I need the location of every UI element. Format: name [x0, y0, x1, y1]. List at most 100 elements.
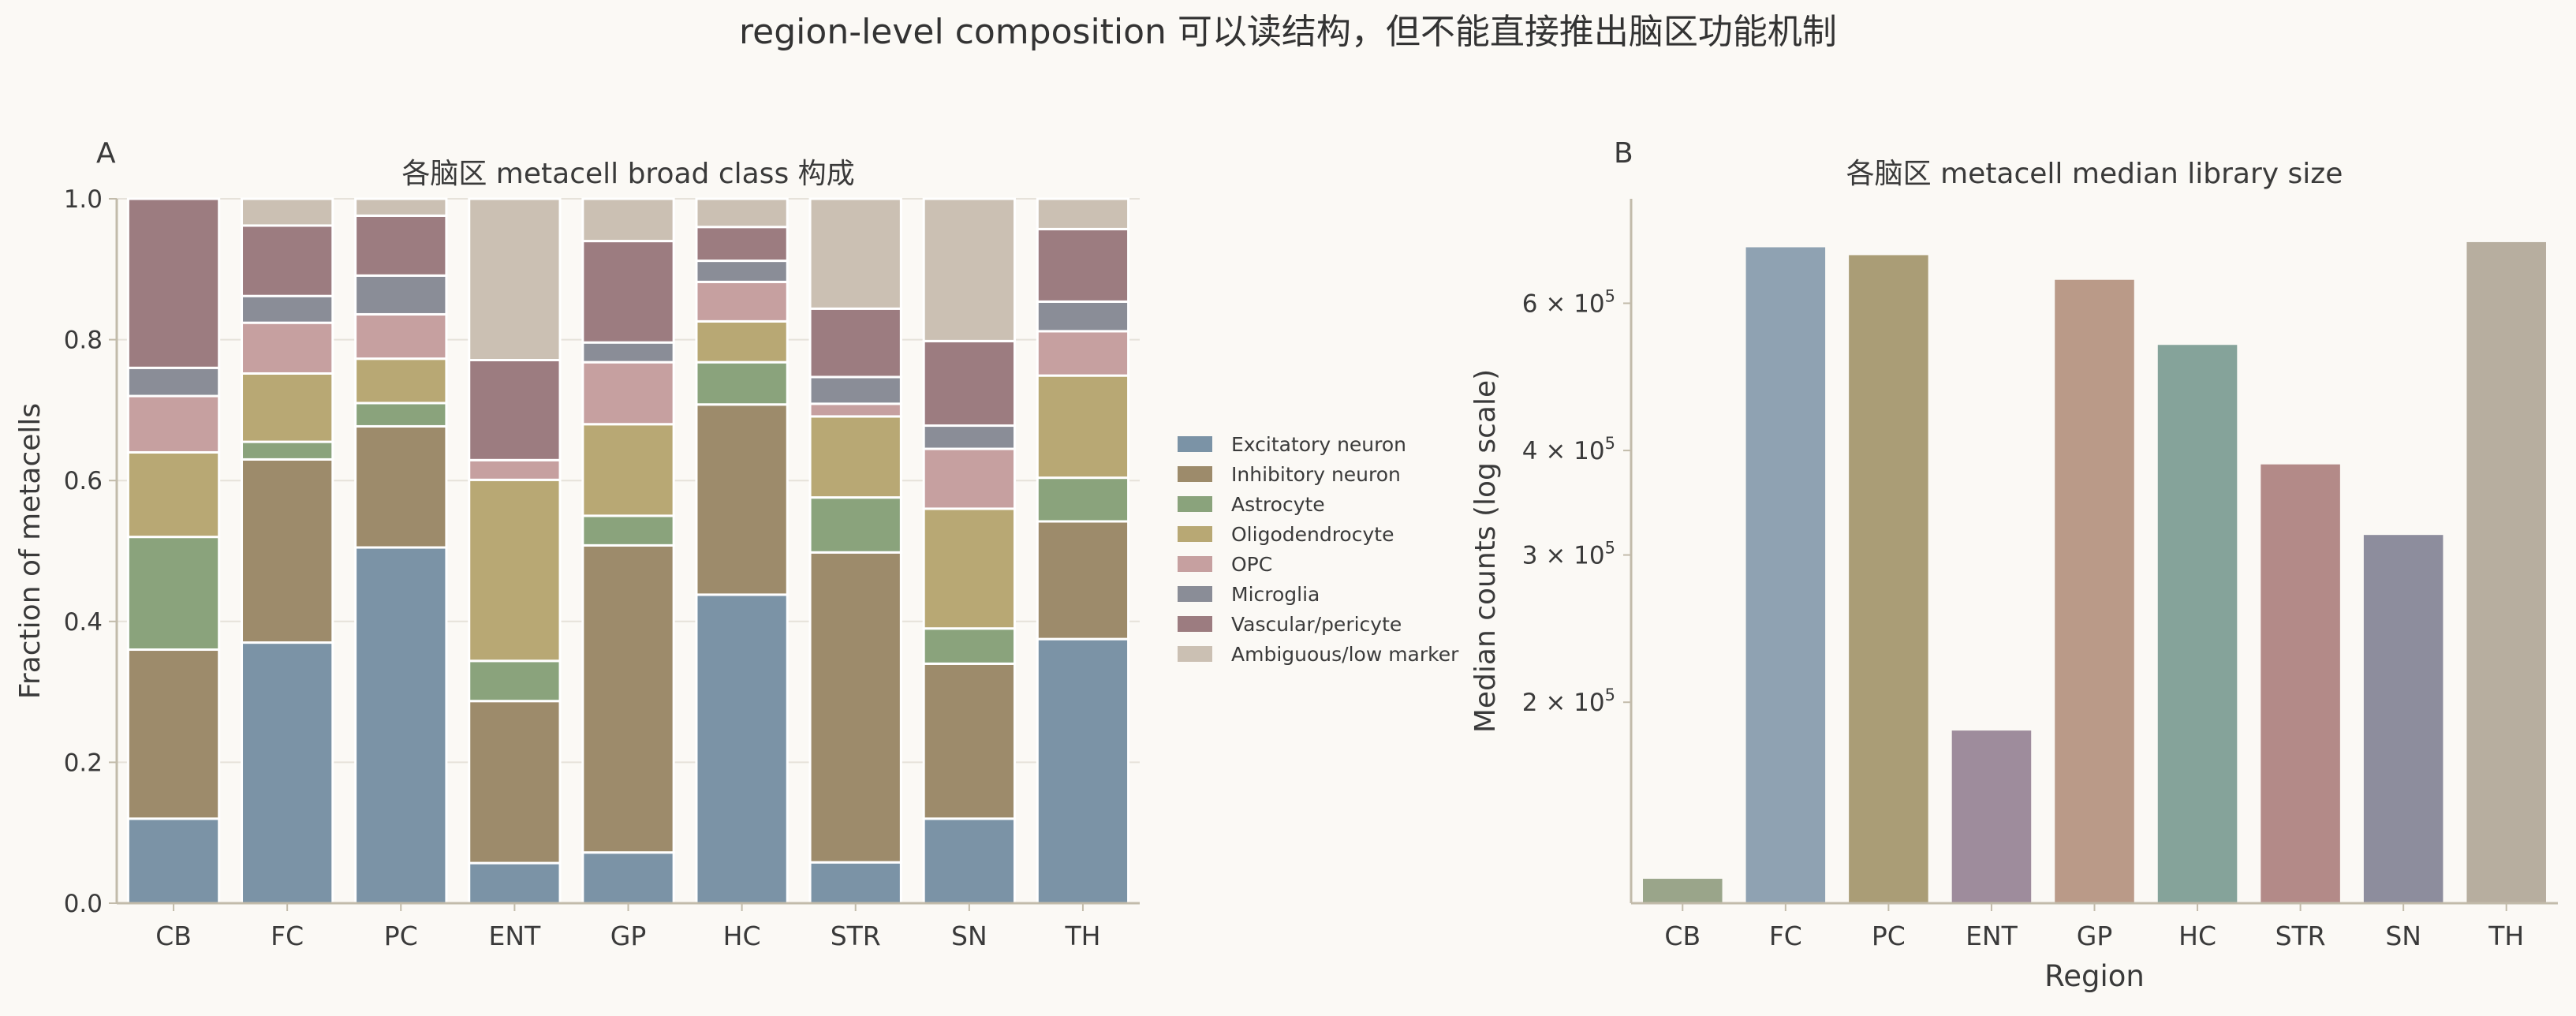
x-tick-label: STR: [2275, 921, 2326, 951]
bar-segment-th-microglia: [1036, 300, 1130, 333]
x-tick-label: SN: [951, 921, 987, 951]
bar-segment-str-inhibitory-neuron: [808, 551, 902, 864]
bar-segment-hc-ambiguous-low-marker: [695, 197, 789, 229]
bar-segment-ent-vascular-pericyte: [468, 358, 562, 461]
bar-segment-sn-excitatory-neuron: [922, 817, 1016, 905]
bar-segment-pc-vascular-pericyte: [354, 214, 448, 277]
x-tick-label: GP: [2077, 921, 2112, 951]
bar-th: [2466, 241, 2546, 903]
bar-segment-fc-astrocyte: [241, 440, 334, 461]
panel-b-title: 各脑区 metacell median library size: [1846, 158, 2343, 190]
bar-segment-fc-ambiguous-low-marker: [241, 197, 334, 227]
bar-segment-cb-oligodendrocyte: [126, 450, 221, 539]
bar-segment-sn-ambiguous-low-marker: [922, 197, 1016, 342]
bar-segment-hc-oligodendrocyte: [695, 319, 789, 364]
panel-a-title: 各脑区 metacell broad class 构成: [401, 158, 854, 190]
y-tick-label: 0.2: [64, 749, 103, 777]
bar-gp: [2055, 279, 2134, 903]
bar-segment-fc-oligodendrocyte: [241, 372, 334, 443]
y-tick-label: 6 × 105: [1522, 286, 1615, 318]
legend-entry-label: Excitatory neuron: [1231, 433, 1406, 456]
panel-a-stacked-bar-chart: A 各脑区 metacell broad class 构成 0.0 0.2 0.4 0.6…: [14, 137, 1140, 951]
bar-segment-pc-inhibitory-neuron: [354, 424, 448, 549]
bar-segment-cb-opc: [126, 394, 221, 454]
bar-segment-th-vascular-pericyte: [1036, 227, 1130, 303]
x-tick-label: ENT: [1966, 921, 2018, 951]
bar-segment-fc-vascular-pericyte: [241, 224, 334, 297]
bar-segment-gp-microglia: [581, 341, 675, 364]
bar-segment-str-astrocyte: [808, 496, 902, 554]
bar-segment-th-oligodendrocyte: [1036, 374, 1130, 480]
bar-segment-ent-astrocyte: [468, 659, 562, 703]
bar-segment-cb-microglia: [126, 366, 221, 398]
x-tick-label: TH: [1064, 921, 1100, 951]
bar-segment-hc-opc: [695, 280, 789, 323]
y-tick-label: 0.8: [64, 327, 103, 355]
legend-entry-label: Vascular/pericyte: [1231, 613, 1402, 636]
bar-segment-gp-ambiguous-low-marker: [581, 197, 675, 243]
x-tick-label: PC: [384, 921, 418, 951]
y-axis-label: Fraction of metacells: [14, 403, 47, 699]
x-tick-label: GP: [610, 921, 646, 951]
bar-segment-th-opc: [1036, 330, 1130, 377]
bar-str: [2261, 464, 2340, 903]
legend-entry-label: Microglia: [1231, 583, 1320, 606]
bar-segment-pc-opc: [354, 312, 448, 360]
bar-segment-sn-inhibitory-neuron: [922, 662, 1016, 820]
y-tick-label: 0.6: [64, 467, 103, 495]
x-tick-label: HC: [723, 921, 761, 951]
y-tick-label: 0.4: [64, 608, 103, 637]
x-tick-label: TH: [2488, 921, 2524, 951]
legend-swatch: [1178, 466, 1212, 482]
bar-segment-th-inhibitory-neuron: [1036, 520, 1130, 641]
bar-segment-gp-oligodendrocyte: [581, 423, 675, 517]
legend-entry-label: OPC: [1231, 553, 1272, 576]
bar-segment-ent-excitatory-neuron: [468, 861, 562, 905]
legend-swatch: [1178, 616, 1212, 632]
bar-segment-gp-vascular-pericyte: [581, 240, 675, 344]
bar-segment-pc-microglia: [354, 274, 448, 316]
bar-cb: [1643, 879, 1723, 903]
x-tick-label: STR: [831, 921, 881, 951]
x-tick-label: FC: [1769, 921, 1802, 951]
bar-segment-hc-astrocyte: [695, 360, 789, 406]
bar-segment-pc-excitatory-neuron: [354, 546, 448, 905]
bar-segment-fc-inhibitory-neuron: [241, 458, 334, 644]
bar-segment-hc-vascular-pericyte: [695, 226, 789, 263]
bar-segment-str-ambiguous-low-marker: [808, 197, 902, 310]
panel-a-legend: Excitatory neuron Inhibitory neuron Astroc…: [1178, 433, 1459, 666]
bar-segment-cb-vascular-pericyte: [126, 197, 221, 369]
legend-entry-label: Astrocyte: [1231, 493, 1325, 516]
bar-segment-pc-oligodendrocyte: [354, 357, 448, 405]
x-tick-label: FC: [271, 921, 304, 951]
y-tick-label: 3 × 105: [1522, 539, 1615, 570]
bar-segment-th-astrocyte: [1036, 476, 1130, 523]
bar-segment-pc-ambiguous-low-marker: [354, 197, 448, 217]
legend-entry-label: Oligodendrocyte: [1231, 523, 1394, 546]
x-tick-label: ENT: [489, 921, 542, 951]
y-tick-label: 1.0: [64, 185, 103, 214]
y-tick-label: 2 × 105: [1522, 685, 1615, 717]
bar-segment-ent-oligodendrocyte: [468, 478, 562, 663]
bar-segment-sn-vascular-pericyte: [922, 339, 1016, 428]
legend-swatch: [1178, 556, 1212, 572]
bar-segment-str-vascular-pericyte: [808, 307, 902, 379]
panel-b-label: B: [1614, 137, 1633, 170]
bar-segment-cb-inhibitory-neuron: [126, 648, 221, 820]
bar-segment-sn-microglia: [922, 424, 1016, 450]
y-tick-label: 4 × 105: [1522, 434, 1615, 465]
bar-segment-cb-astrocyte: [126, 536, 221, 652]
x-tick-label: PC: [1872, 921, 1906, 951]
panel-a-label: A: [96, 137, 116, 170]
bar-pc: [1849, 255, 1928, 904]
bar-segment-ent-inhibitory-neuron: [468, 700, 562, 865]
figure-suptitle: region-level composition 可以读结构，但不能直接推出脑区…: [739, 12, 1837, 52]
bar-segment-ent-ambiguous-low-marker: [468, 197, 562, 361]
y-axis-label: Median counts (log scale): [1469, 369, 1502, 733]
legend-swatch: [1178, 586, 1212, 602]
panel-b-bar-chart: B 各脑区 metacell median library size 2 × 105…: [1469, 137, 2558, 993]
x-tick-label: CB: [155, 921, 192, 951]
bar-segment-th-excitatory-neuron: [1036, 637, 1130, 905]
